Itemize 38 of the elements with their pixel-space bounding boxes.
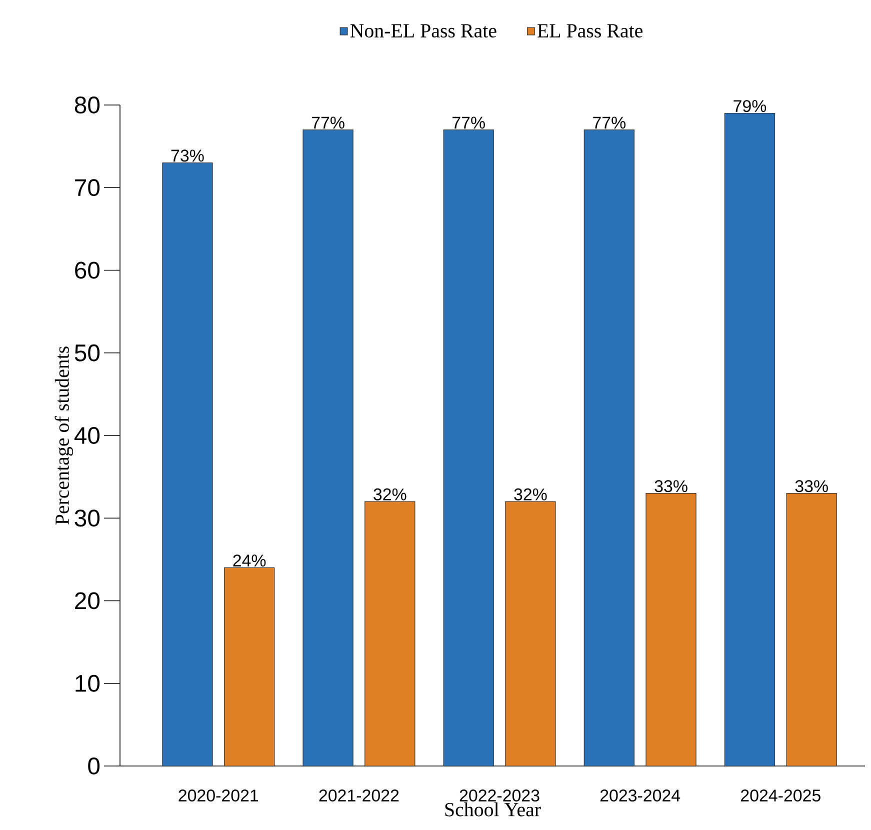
y-tick-label: 0	[88, 758, 100, 774]
y-tick-label: 60	[75, 262, 100, 279]
x-tick-label: 2021-2022	[319, 790, 399, 802]
x-tick-label: 2020-2021	[178, 790, 258, 802]
data-label: 77%	[593, 116, 626, 129]
legend-label: EL Pass Rate	[538, 24, 642, 38]
bar	[443, 129, 494, 766]
y-tick-label: 70	[75, 179, 100, 196]
y-tick-label: 80	[74, 96, 100, 114]
data-label: 33%	[795, 480, 828, 492]
y-tick-label: 50	[74, 344, 100, 362]
data-label: 77%	[312, 116, 344, 129]
data-label: 32%	[374, 488, 406, 500]
data-label: 33%	[654, 480, 688, 492]
bar	[162, 162, 213, 766]
bar	[302, 129, 354, 766]
data-label: 32%	[514, 488, 547, 500]
x-tick-label: 2022-2023	[460, 790, 540, 802]
data-label: 77%	[452, 116, 485, 129]
y-axis-title: Percentage of students	[54, 346, 74, 525]
data-label: 24%	[233, 554, 266, 566]
legend-label: Non-EL Pass Rate	[350, 24, 496, 38]
y-tick-label: 20	[75, 592, 100, 610]
x-tick-label: 2024-2025	[741, 790, 820, 802]
x-axis-title: School Year	[445, 802, 541, 816]
data-label: 73%	[171, 150, 204, 162]
y-tick-label: 40	[74, 427, 100, 444]
bar	[505, 501, 556, 766]
x-tick-label: 2023-2024	[600, 790, 680, 802]
bar	[224, 567, 275, 766]
bar	[786, 493, 837, 766]
data-label: 79%	[734, 100, 766, 112]
y-tick-label: 10	[76, 674, 100, 692]
bar	[364, 501, 416, 766]
bar	[584, 129, 634, 766]
bar	[646, 493, 696, 766]
bar	[724, 112, 776, 766]
y-tick-label: 30	[74, 510, 100, 527]
